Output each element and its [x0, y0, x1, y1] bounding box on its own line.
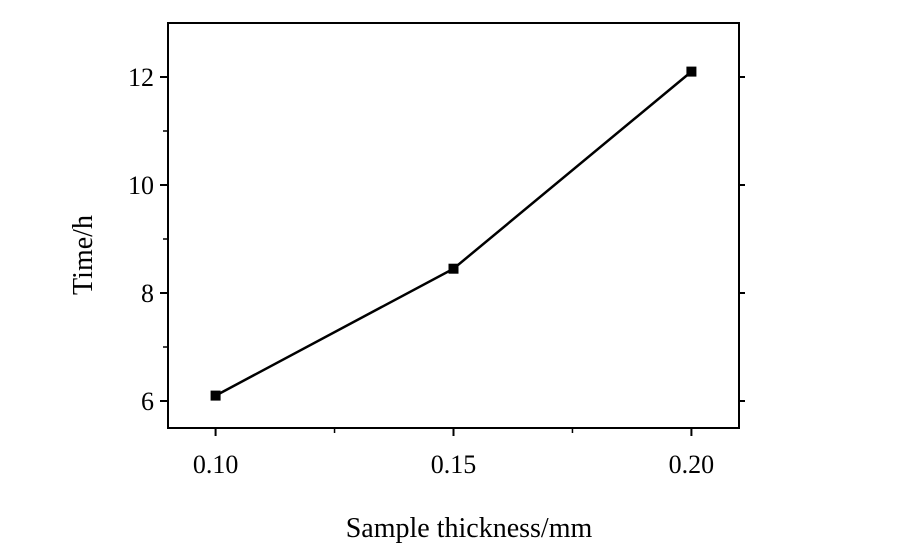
- plot-frame: [167, 22, 740, 429]
- series-line: [215, 70, 693, 397]
- data-point-marker: [686, 66, 697, 77]
- data-point-marker: [448, 263, 459, 274]
- data-series: [210, 66, 697, 401]
- x-tick-label: 0.20: [669, 450, 715, 479]
- x-axis-title: Sample thickness/mm: [346, 513, 593, 544]
- x-tick-label: 0.15: [431, 450, 477, 479]
- y-axis-ticks: 6 8 10 12: [128, 63, 745, 416]
- y-tick-label: 12: [128, 63, 154, 92]
- y-tick-label: 6: [141, 387, 154, 416]
- y-axis-title: Time/h: [68, 215, 99, 295]
- x-tick-label: 0.10: [193, 450, 239, 479]
- y-tick-label: 8: [141, 279, 154, 308]
- y-tick-label: 10: [128, 171, 154, 200]
- data-point-marker: [210, 390, 221, 401]
- x-axis-ticks: 0.10 0.15 0.20: [193, 428, 714, 479]
